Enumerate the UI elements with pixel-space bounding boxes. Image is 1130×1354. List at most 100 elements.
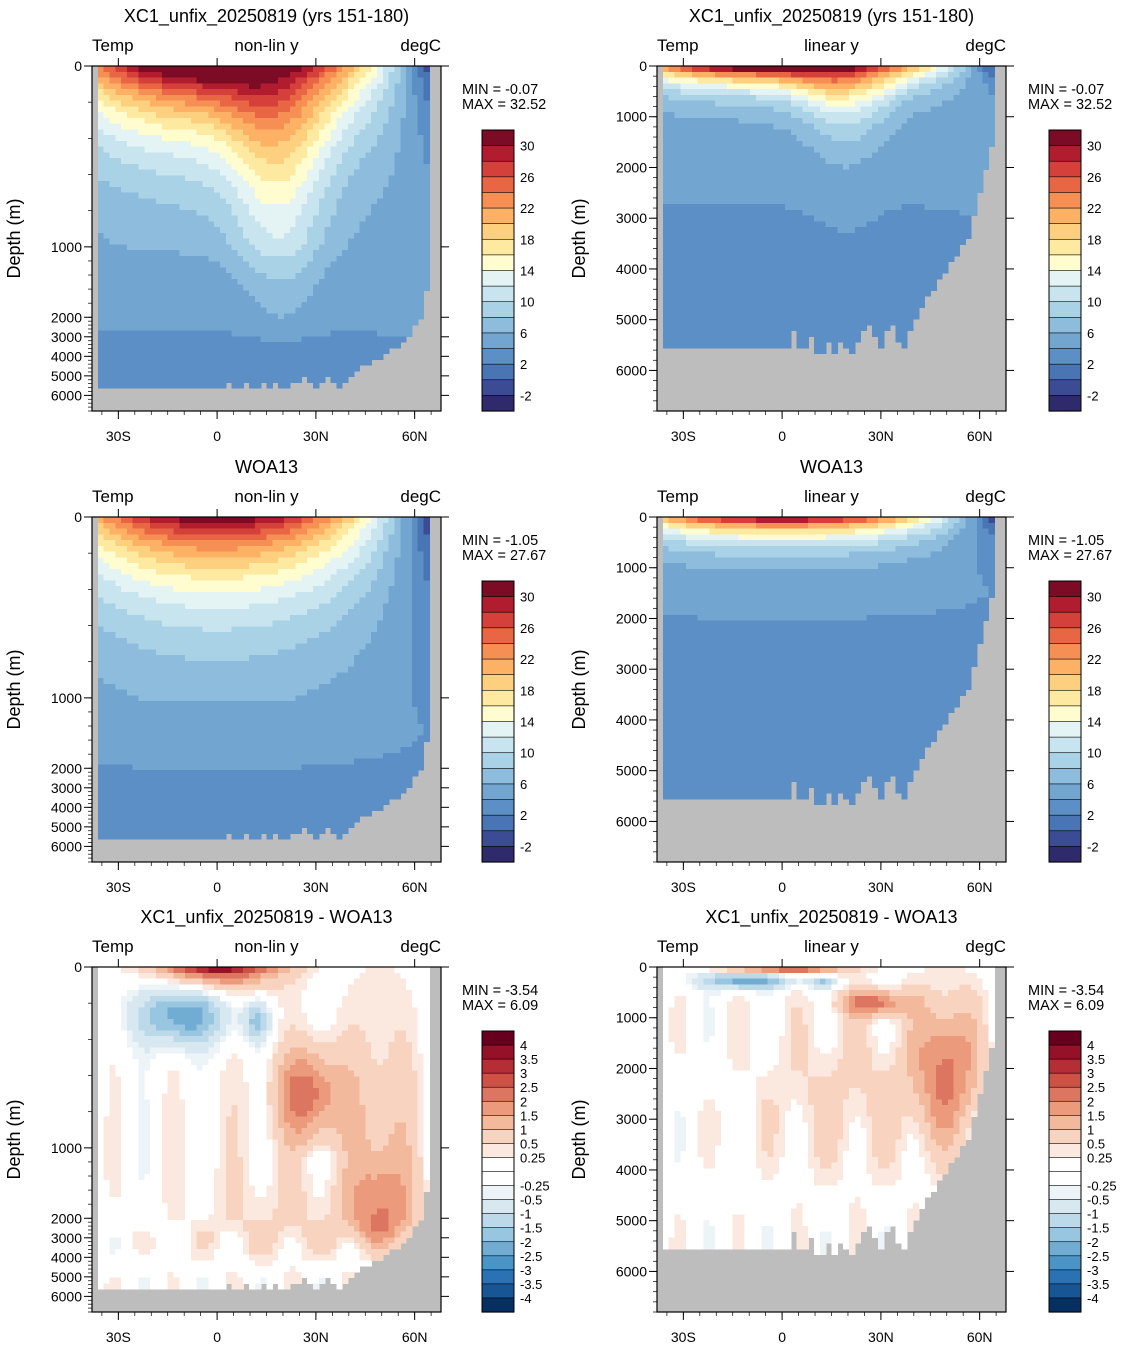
field-cell	[150, 209, 157, 217]
field-cell	[336, 278, 343, 286]
field-cell	[359, 186, 366, 194]
field-cell	[138, 307, 145, 314]
field-cell	[802, 163, 809, 171]
field-cell	[336, 307, 343, 314]
field-cell	[202, 267, 209, 274]
field-cell	[208, 376, 215, 383]
field-cell	[272, 77, 279, 84]
field-cell	[848, 140, 856, 148]
field-cell	[336, 232, 343, 240]
field-cell	[814, 313, 821, 320]
colorbar-box	[481, 238, 515, 256]
field-cell	[243, 135, 250, 142]
field-cell	[767, 330, 774, 337]
field-cell	[324, 175, 332, 182]
field-cell	[825, 117, 833, 125]
field-cell	[784, 307, 792, 314]
field-cell	[371, 175, 378, 182]
field-cell	[295, 198, 302, 205]
field-cell	[161, 135, 169, 142]
field-cell	[802, 77, 809, 84]
field-cell	[668, 198, 676, 205]
field-cell	[173, 100, 180, 107]
field-cell	[394, 238, 401, 245]
field-cell	[225, 209, 233, 217]
field-cell	[843, 66, 850, 73]
field-cell	[814, 123, 821, 130]
field-cell	[796, 319, 804, 326]
field-cell	[843, 342, 850, 349]
field-cell	[726, 250, 734, 257]
field-cell	[138, 140, 145, 148]
field-cell	[808, 232, 815, 240]
field-cell	[662, 307, 670, 314]
field-cell	[761, 227, 769, 234]
field-cell	[208, 273, 215, 280]
field-cell	[715, 140, 722, 148]
field-cell	[686, 215, 693, 222]
field-cell	[691, 106, 699, 113]
field-cell	[342, 204, 349, 211]
field-cell	[144, 192, 151, 199]
field-cell	[272, 100, 279, 107]
field-cell	[313, 336, 320, 343]
field-cell	[225, 296, 233, 303]
field-cell	[342, 290, 349, 297]
field-cell	[377, 117, 384, 125]
field-cell	[720, 250, 728, 257]
field-cell	[109, 324, 116, 332]
field-cell	[190, 123, 198, 130]
field-cell	[237, 296, 244, 303]
field-cell	[179, 296, 186, 303]
field-cell	[406, 106, 413, 113]
field-cell	[243, 227, 250, 234]
field-cell	[289, 169, 297, 176]
field-cell	[219, 330, 227, 337]
field-cell	[848, 330, 856, 337]
field-cell	[866, 198, 873, 205]
field-cell	[761, 140, 769, 148]
field-cell	[254, 238, 262, 245]
field-cell	[423, 83, 430, 90]
field-cell	[150, 365, 157, 372]
field-cell	[761, 135, 769, 142]
field-cell	[214, 198, 221, 205]
field-cell	[848, 66, 856, 73]
field-cell	[720, 313, 728, 320]
field-cell	[249, 359, 256, 366]
field-cell	[219, 123, 227, 130]
field-cell	[115, 66, 122, 73]
field-cell	[109, 89, 116, 96]
field-cell	[750, 307, 757, 314]
field-cell	[744, 186, 751, 194]
field-cell	[784, 227, 792, 234]
field-cell	[394, 140, 401, 148]
field-cell	[353, 347, 361, 355]
field-cell	[208, 238, 215, 245]
field-cell	[324, 221, 332, 228]
field-cell	[843, 106, 850, 113]
field-cell	[394, 244, 401, 251]
field-cell	[336, 123, 343, 130]
field-cell	[295, 117, 302, 125]
field-cell	[155, 175, 163, 182]
field-cell	[301, 152, 308, 159]
field-cell	[779, 198, 786, 205]
field-cell	[382, 244, 390, 251]
field-cell	[155, 273, 163, 280]
field-cell	[359, 324, 366, 332]
field-cell	[720, 100, 728, 107]
field-cell	[709, 301, 716, 309]
field-cell	[307, 365, 314, 372]
field-cell	[755, 255, 763, 263]
field-cell	[720, 278, 728, 286]
field-cell	[784, 296, 792, 303]
field-cell	[359, 359, 366, 366]
field-cell	[697, 152, 705, 159]
field-cell	[843, 319, 850, 326]
field-cell	[680, 250, 687, 257]
field-cell	[260, 376, 268, 383]
field-cell	[126, 278, 134, 286]
field-cell	[150, 227, 157, 234]
field-cell	[761, 66, 769, 73]
